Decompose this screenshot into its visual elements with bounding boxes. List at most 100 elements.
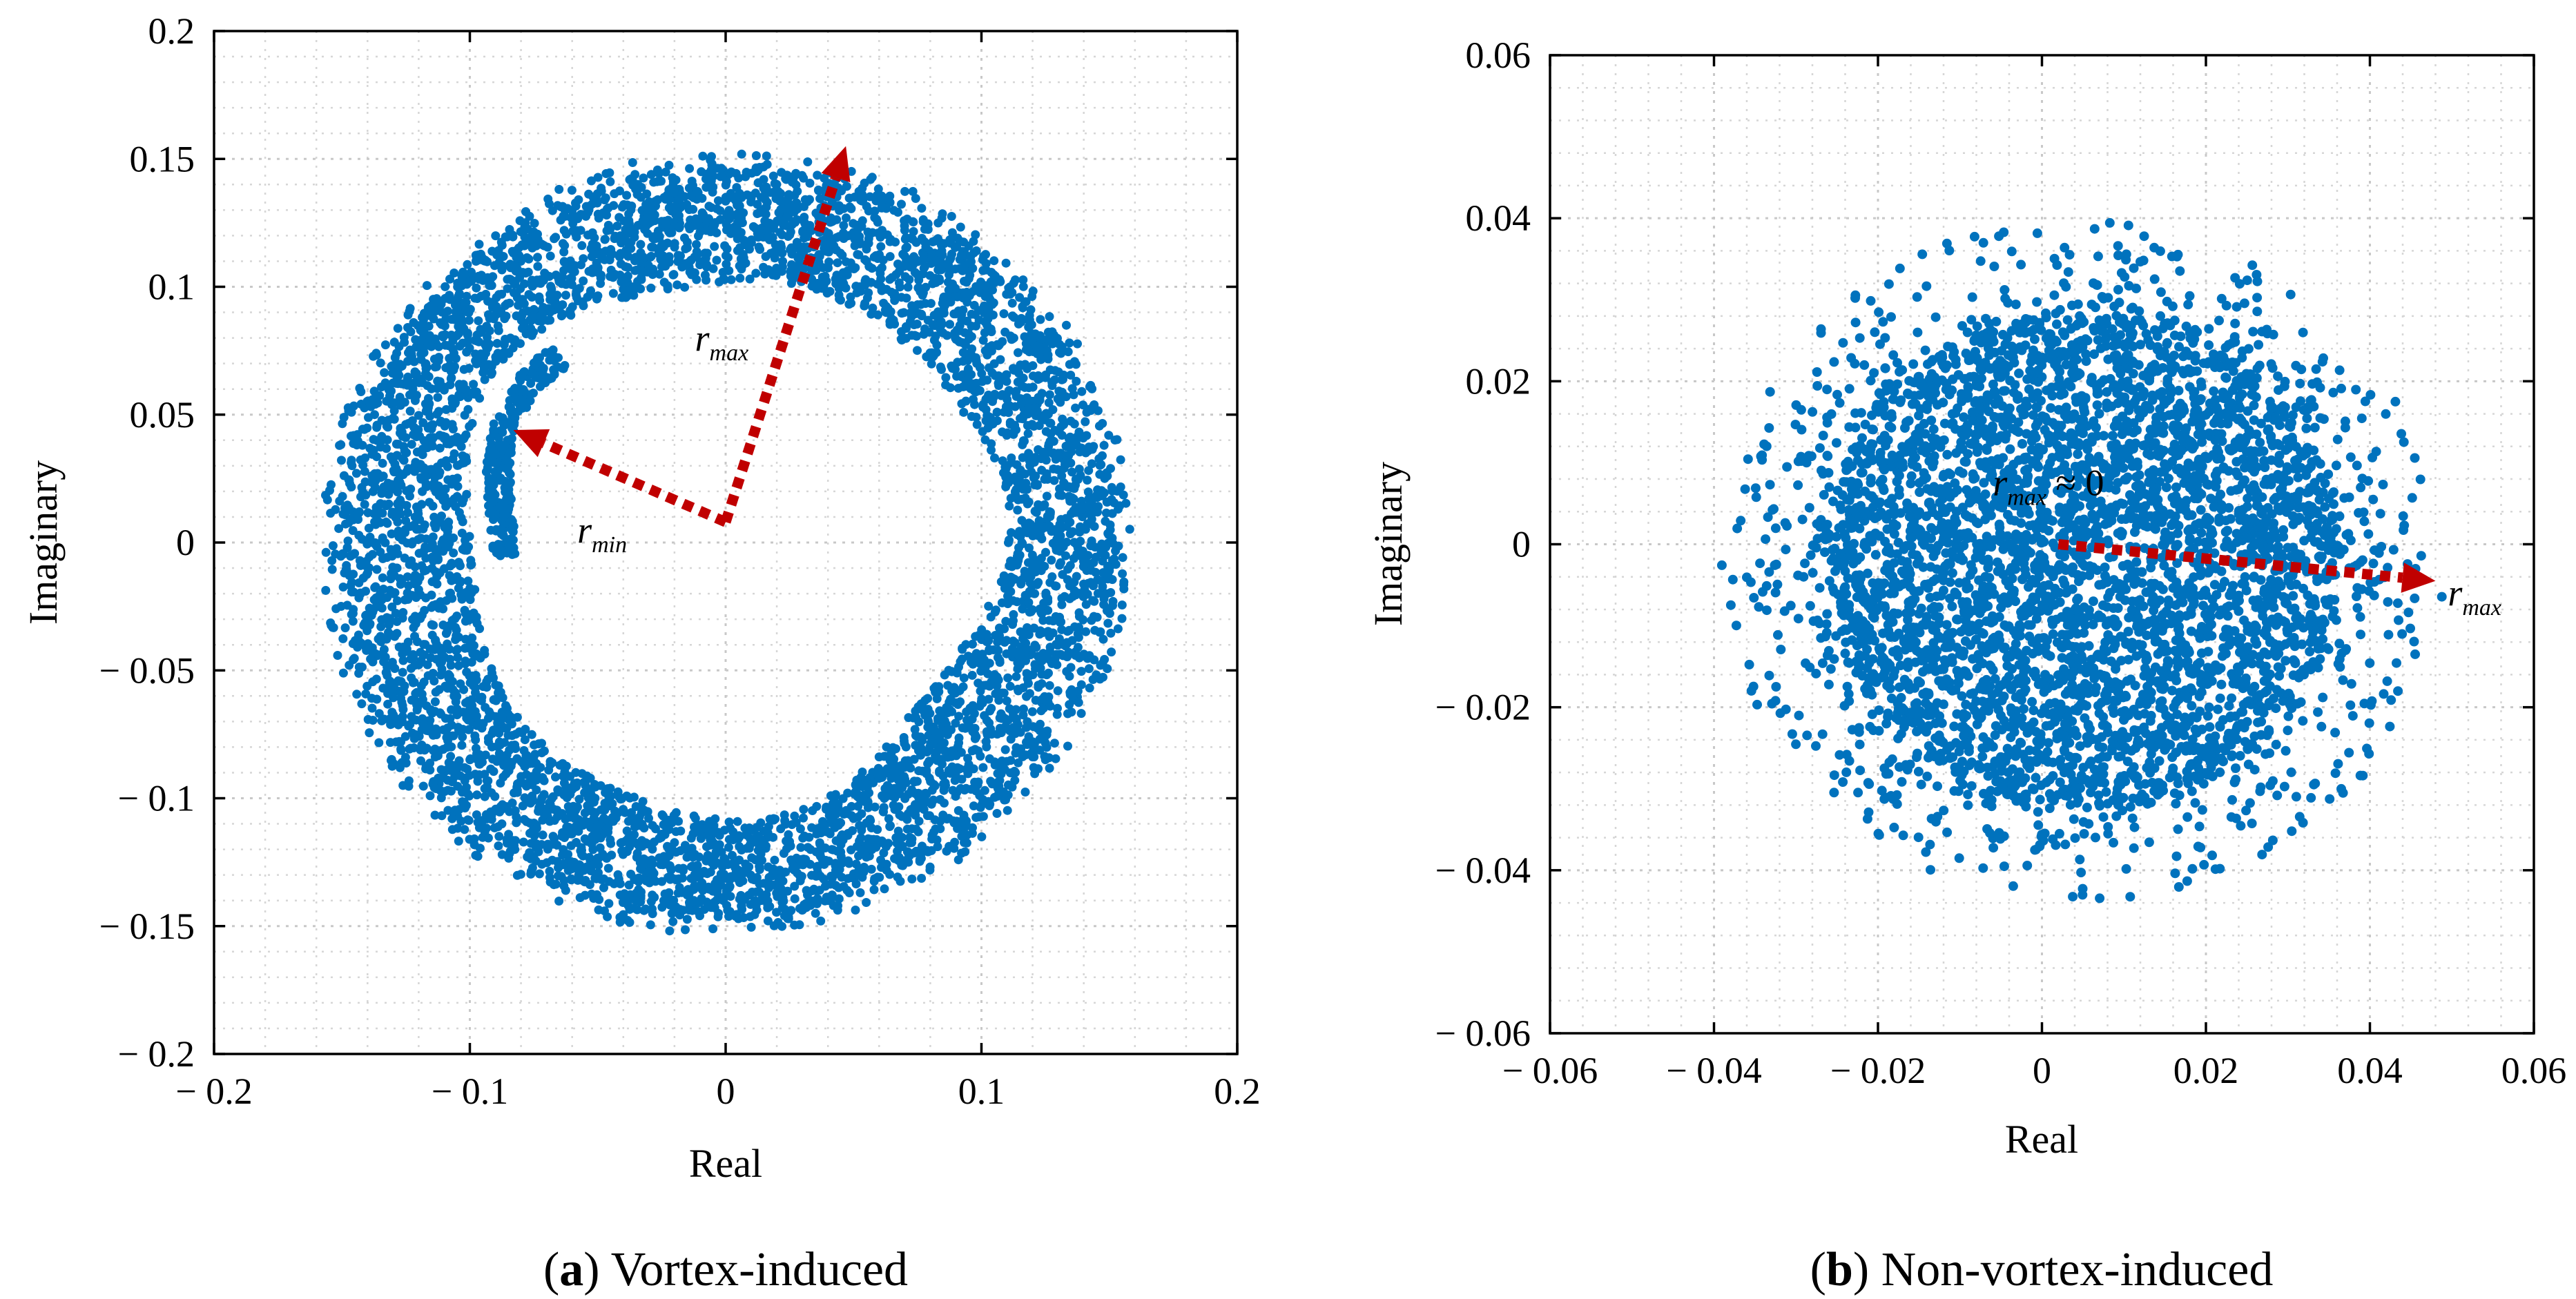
data-point: [761, 252, 771, 262]
data-point: [971, 246, 981, 255]
data-point: [1029, 422, 1038, 431]
data-point: [1007, 562, 1017, 572]
data-point: [952, 371, 962, 381]
data-point: [904, 260, 913, 269]
data-point: [856, 833, 866, 843]
data-point: [882, 866, 891, 875]
data-point: [742, 829, 751, 839]
data-point: [1025, 456, 1034, 466]
data-point: [417, 740, 427, 750]
data-point: [1074, 653, 1084, 663]
data-point: [630, 822, 639, 832]
data-point: [545, 817, 554, 826]
data-point: [454, 380, 464, 390]
data-point: [839, 221, 849, 231]
data-point: [382, 518, 392, 528]
data-point: [1005, 535, 1014, 545]
data-point: [741, 258, 750, 268]
data-point: [620, 235, 630, 244]
data-point: [793, 239, 802, 248]
data-point: [1042, 670, 1052, 680]
data-point: [414, 339, 424, 349]
data-point: [382, 435, 392, 445]
data-point: [664, 203, 674, 213]
data-point: [638, 797, 648, 806]
data-point: [517, 311, 527, 320]
data-point: [746, 235, 756, 245]
data-point: [1001, 402, 1011, 411]
data-point: [537, 859, 547, 869]
data-point: [371, 476, 380, 486]
data-point: [510, 335, 520, 344]
data-point: [1087, 459, 1096, 469]
data-point: [842, 182, 851, 191]
data-point: [957, 774, 967, 784]
data-point: [712, 896, 722, 905]
data-point: [831, 869, 840, 879]
data-point: [497, 850, 507, 859]
data-point: [537, 793, 547, 803]
data-point: [493, 822, 503, 832]
data-point: [431, 523, 440, 533]
data-point: [400, 446, 409, 456]
data-point: [876, 242, 886, 251]
data-point: [919, 264, 929, 273]
data-point: [878, 201, 887, 211]
data-point: [536, 275, 545, 284]
data-point: [909, 226, 918, 236]
data-point: [1038, 616, 1048, 625]
data-point: [492, 339, 502, 348]
data-point: [675, 883, 684, 892]
data-point: [1006, 734, 1016, 744]
data-point: [947, 707, 956, 716]
data-point: [537, 324, 547, 334]
data-point: [480, 792, 490, 801]
data-point: [634, 840, 643, 850]
data-point: [958, 723, 967, 732]
data-point: [1057, 387, 1067, 397]
data-point: [987, 368, 997, 378]
data-point: [454, 727, 464, 736]
data-point: [1013, 505, 1023, 515]
data-point: [668, 173, 677, 182]
data-point: [340, 503, 349, 513]
data-point: [909, 713, 918, 723]
data-point: [980, 785, 989, 795]
data-point: [1056, 558, 1065, 567]
data-point: [1095, 469, 1105, 479]
data-point: [959, 264, 969, 273]
data-point: [349, 549, 358, 559]
data-point: [626, 837, 635, 846]
data-point: [930, 815, 940, 825]
data-point: [1021, 643, 1031, 653]
data-point: [768, 171, 778, 181]
data-point: [1072, 440, 1081, 450]
data-point: [567, 857, 577, 867]
data-point: [1086, 565, 1096, 575]
data-point: [380, 652, 390, 662]
data-point: [701, 182, 711, 192]
data-point: [1052, 543, 1061, 552]
data-point: [881, 308, 891, 318]
data-point: [1002, 649, 1011, 658]
data-point: [737, 901, 746, 910]
data-point: [745, 840, 755, 850]
data-point: [667, 228, 677, 237]
data-point: [606, 792, 616, 801]
data-point: [467, 633, 477, 643]
data-point: [774, 208, 784, 217]
data-point: [588, 794, 597, 803]
data-point: [1024, 630, 1034, 639]
data-point: [391, 439, 401, 449]
data-point: [771, 191, 781, 201]
data-point: [1048, 628, 1058, 638]
data-point: [869, 253, 879, 262]
panel-a-scatter-points: [321, 149, 1134, 936]
data-point: [695, 898, 704, 908]
data-point: [877, 191, 887, 201]
data-point: [797, 170, 807, 180]
data-point: [1069, 554, 1078, 563]
data-point: [704, 202, 714, 211]
data-point: [534, 869, 544, 879]
data-point: [1045, 437, 1055, 446]
